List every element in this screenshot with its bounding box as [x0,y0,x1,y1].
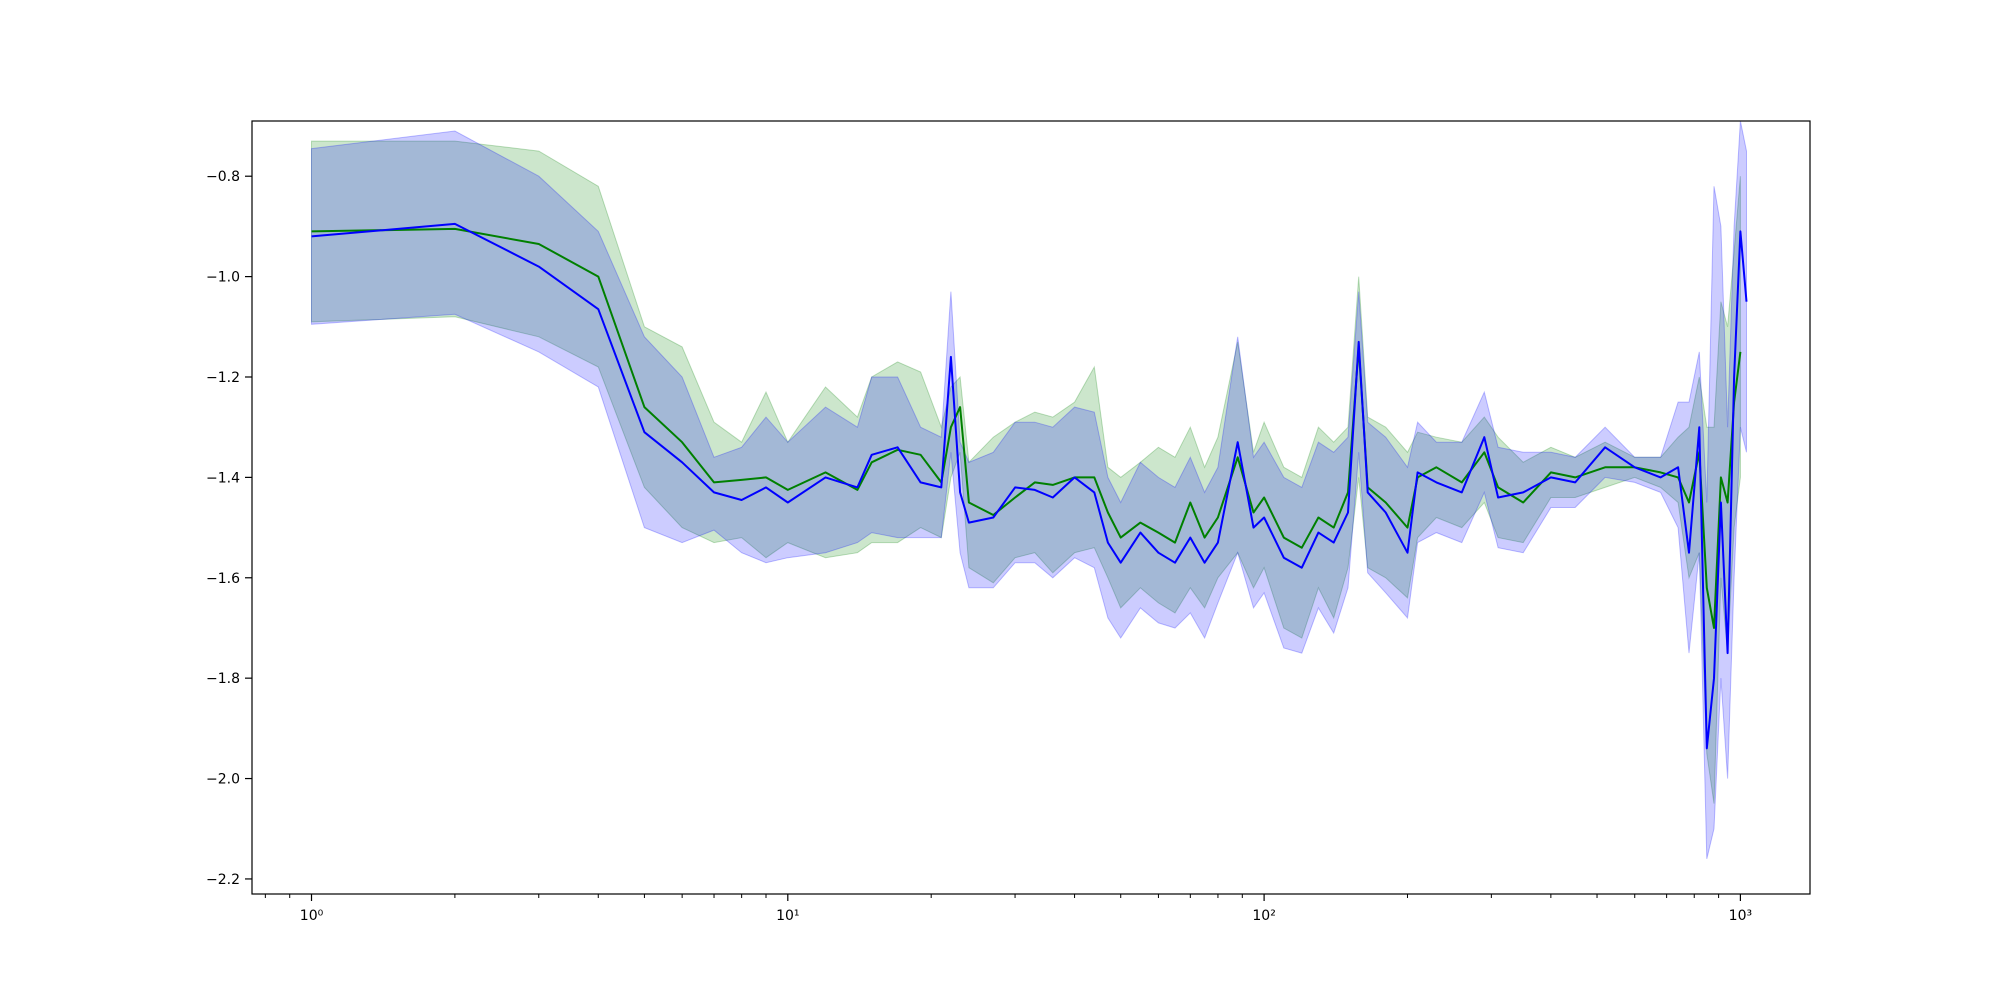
series-lines [311,222,1748,750]
x-axis: 10⁰ 10¹ 10² 10³ [264,894,1752,924]
x-tick-label: 10³ [1729,908,1752,924]
y-tick-label: −1.6 [206,571,240,587]
confidence-band-0 [311,140,1741,804]
y-tick-label: −2.0 [206,772,240,788]
y-tick-label: −2.2 [206,872,240,888]
x-tick-label: 10¹ [776,908,799,924]
y-tick-label: −1.8 [206,671,240,687]
y-axis: −0.8 −1.0 −1.2 −1.4 −1.6 −1.8 −2.0 −2.2 [206,169,252,888]
series-line-1 [311,222,1748,750]
y-tick-label: −0.8 [206,169,240,185]
x-tick-label: 10⁰ [300,908,324,924]
x-tick-label: 10² [1252,908,1275,924]
plot-frame [251,120,1811,895]
y-tick-label: −1.2 [206,370,240,386]
y-tick-label: −1.0 [206,270,240,286]
y-tick-label: −1.4 [206,470,240,486]
